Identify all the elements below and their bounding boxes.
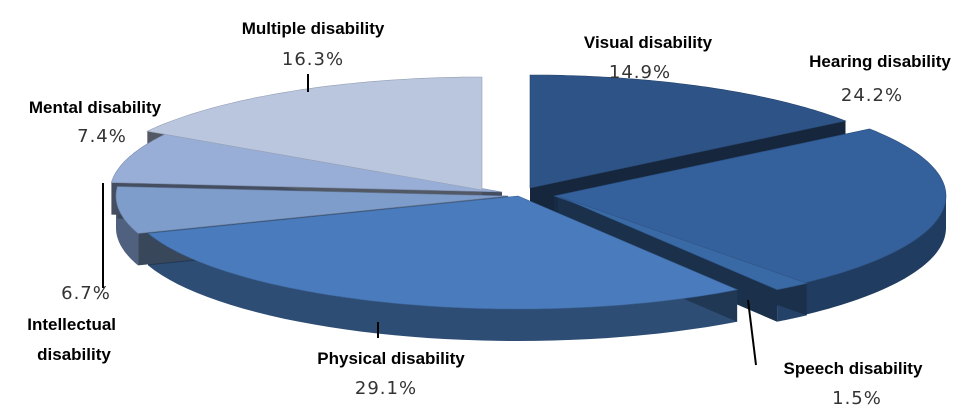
slice-value-physical: 29.1% (355, 378, 417, 399)
slice-top-visual (529, 74, 847, 189)
slice-value-visual: 14.9% (609, 62, 671, 83)
slice-label-visual: Visual disability (584, 33, 713, 52)
slice-label-intellectual: Intellectual disability (27, 315, 121, 364)
slice-value-intellectual: 6.7% (61, 283, 111, 304)
slice-value-multiple: 16.3% (282, 49, 344, 70)
slice-top-hearing (552, 128, 947, 284)
slice-side-intellectual (116, 196, 139, 266)
slice-value-speech: 1.5% (832, 388, 882, 409)
slice-label-hearing: Hearing disability (809, 52, 951, 71)
slice-label-speech: Speech disability (784, 359, 923, 378)
slice-value-mental: 7.4% (77, 126, 127, 147)
slice-top-multiple (146, 76, 483, 191)
slice-top-physical (147, 195, 739, 310)
slice-label-intellectual-line1: Intellectual (27, 315, 116, 334)
leader-line-speech (747, 299, 757, 366)
slice-side-hearing (802, 196, 946, 316)
slice-value-hearing: 24.2% (841, 85, 903, 106)
slice-top-speech (557, 195, 808, 291)
slice-label-multiple: Multiple disability (242, 19, 385, 38)
slice-label-physical: Physical disability (317, 349, 465, 368)
slice-side-physical (148, 233, 738, 341)
slice-top-mental (111, 132, 503, 193)
slice-label-intellectual-line2: disability (37, 345, 111, 364)
slice-label-mental: Mental disability (29, 98, 162, 117)
slice-top-intellectual (115, 186, 509, 234)
